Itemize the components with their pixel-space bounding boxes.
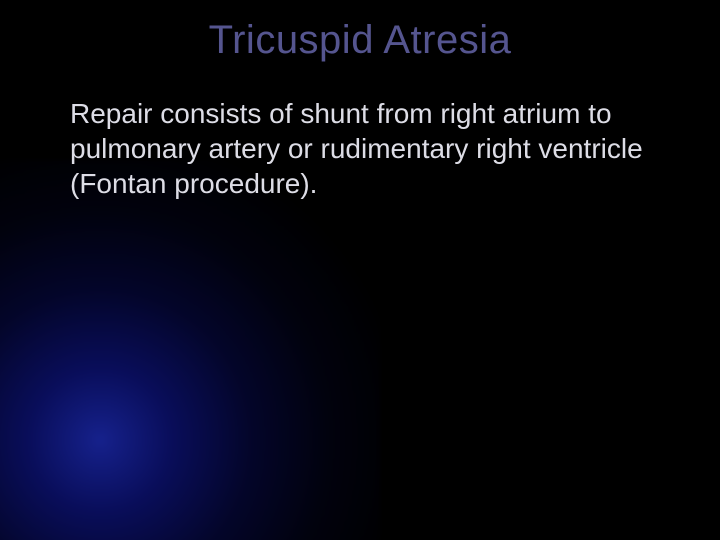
bullet-text: Repair consists of shunt from right atri… bbox=[70, 96, 676, 201]
slide-body: Repair consists of shunt from right atri… bbox=[44, 96, 676, 201]
slide-title: Tricuspid Atresia bbox=[0, 18, 720, 63]
slide: Tricuspid Atresia Repair consists of shu… bbox=[0, 0, 720, 540]
background-glow bbox=[0, 160, 380, 540]
bullet-item: Repair consists of shunt from right atri… bbox=[44, 96, 676, 201]
bullet-marker bbox=[44, 108, 56, 120]
